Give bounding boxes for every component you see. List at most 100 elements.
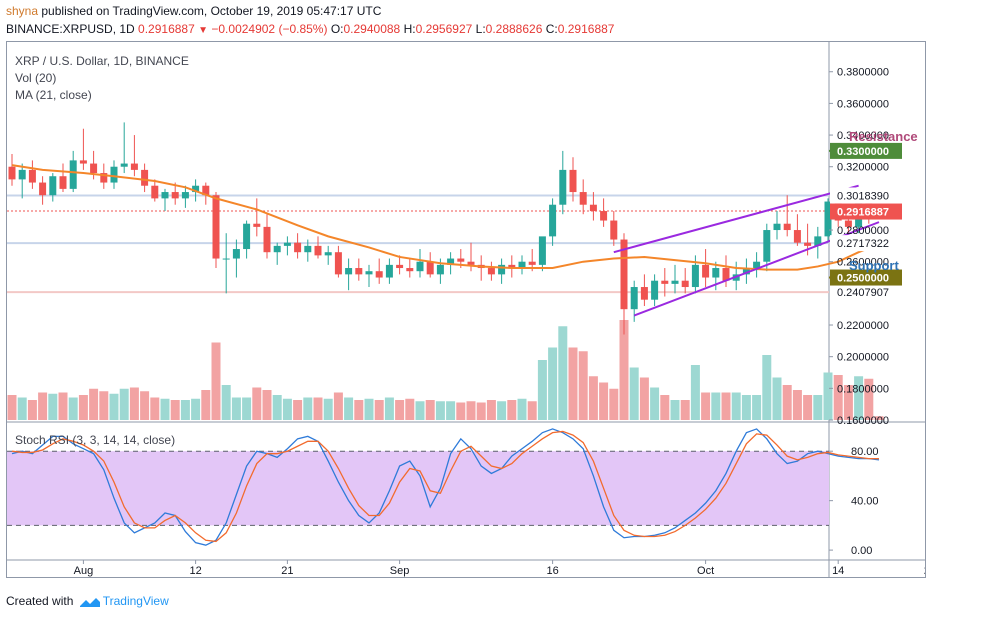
volume-bar	[384, 397, 394, 420]
time-tick-label: 12	[189, 565, 201, 577]
candle-body	[844, 220, 852, 227]
publish-text: published on TradingView.com, October 19…	[41, 4, 382, 18]
candle-body	[742, 268, 750, 275]
price-label: 0.3018390	[837, 190, 889, 202]
chart-frame[interactable]: 0.3800000 0.3600000 0.3400000 0.3200000 0.28…	[6, 41, 926, 578]
down-arrow-icon: ▼	[198, 25, 209, 36]
volume-bar	[854, 376, 864, 420]
volume-bar	[874, 416, 884, 420]
candle-body	[651, 280, 659, 300]
price-label: 0.2916887	[837, 207, 889, 219]
price-tick-label: 0.2200000	[837, 320, 889, 332]
volume-bar	[282, 398, 292, 420]
stoch-d-line	[11, 430, 879, 543]
price-label-box	[830, 284, 902, 301]
volume-bar	[823, 372, 833, 420]
volume-bar	[293, 400, 303, 420]
volume-bar	[813, 395, 823, 420]
candle-body	[273, 245, 281, 253]
low-label: L:	[475, 22, 486, 36]
price-tick-label: 0.3600000	[837, 98, 889, 110]
candle-body	[161, 192, 169, 199]
volume-bar	[119, 388, 129, 420]
tradingview-brand[interactable]: TradingView	[102, 594, 169, 608]
candle-body	[814, 236, 822, 246]
candle-body	[569, 169, 577, 193]
symbol-label: BINANCE:XRPUSD, 1D	[6, 22, 135, 36]
candle-body	[753, 261, 761, 269]
volume-bar	[333, 392, 343, 420]
volume-bar	[599, 382, 609, 420]
volume-bar	[221, 385, 231, 420]
candle-body	[283, 242, 291, 246]
low-value: 0.2888626	[485, 22, 543, 36]
time-tick-label: Oct	[697, 565, 714, 577]
candle-body	[314, 245, 322, 256]
volume-bar	[272, 395, 282, 420]
candle-body	[69, 160, 77, 189]
candle-body	[783, 223, 791, 231]
volume-bar	[140, 391, 150, 420]
volume-legend[interactable]: Vol (20)	[15, 71, 57, 85]
volume-bar	[38, 392, 48, 420]
volume-bar	[721, 392, 731, 420]
stoch-rsi-legend[interactable]: Stoch RSI (3, 3, 14, 14, close)	[15, 433, 176, 447]
rsi-band	[7, 451, 829, 526]
candle-body	[436, 264, 444, 275]
volume-bar	[803, 395, 813, 420]
volume-bar	[731, 392, 741, 420]
time-tick-label: Sep	[390, 565, 410, 577]
channel-upper-line	[613, 184, 859, 254]
volume-bar	[629, 367, 639, 420]
chart-canvas[interactable]: 0.3800000 0.3600000 0.3400000 0.3200000 0.28…	[7, 42, 925, 577]
volume-bar	[558, 326, 568, 420]
volume-bar	[405, 398, 415, 420]
volume-bar	[864, 378, 874, 420]
candle-body	[620, 239, 628, 310]
candle-body	[773, 223, 781, 231]
price-label-box	[830, 187, 902, 204]
volume-bar	[527, 401, 537, 420]
high-value: 0.2956927	[415, 22, 473, 36]
candle-body	[365, 271, 373, 275]
price-tick-label: 0.1800000	[837, 383, 889, 395]
volume-bar	[78, 395, 88, 420]
footer: Created with TradingView	[6, 594, 169, 608]
candle-body	[202, 185, 210, 196]
candle-body	[528, 261, 536, 265]
candle-body	[661, 280, 669, 284]
volume-bar	[262, 390, 272, 420]
ma-legend[interactable]: MA (21, close)	[15, 88, 92, 102]
candle-body	[79, 160, 87, 164]
volume-bar	[364, 398, 374, 420]
price-label-box	[830, 203, 902, 220]
volume-bar	[231, 397, 241, 420]
candle-body	[334, 252, 342, 275]
volume-bar	[170, 400, 180, 420]
volume-bar	[89, 388, 99, 420]
close-label: C:	[545, 22, 558, 36]
volume-bar	[517, 398, 527, 420]
candle-body	[426, 261, 434, 275]
candle-body	[192, 185, 200, 193]
candle-body	[467, 261, 475, 265]
publisher-name[interactable]: shyna	[6, 4, 39, 18]
candle-body	[120, 163, 128, 167]
candle-body	[375, 271, 383, 278]
close-value: 0.2916887	[557, 22, 615, 36]
support-label: Support	[849, 258, 899, 273]
price-tick-label: 0.2800000	[837, 225, 889, 237]
volume-bar	[507, 400, 517, 420]
volume-bar	[578, 351, 588, 420]
candle-body	[385, 264, 393, 278]
candle-body	[498, 264, 506, 275]
price-tick-label: 0.2000000	[837, 352, 889, 364]
candle-body	[549, 204, 557, 237]
candle-body	[600, 211, 608, 221]
price-label: 0.2717322	[837, 238, 889, 250]
open-value: 0.2940088	[343, 22, 401, 36]
volume-bar	[843, 385, 853, 420]
candle-body	[345, 268, 353, 275]
volume-bar	[690, 365, 700, 420]
volume-bar	[425, 400, 435, 420]
